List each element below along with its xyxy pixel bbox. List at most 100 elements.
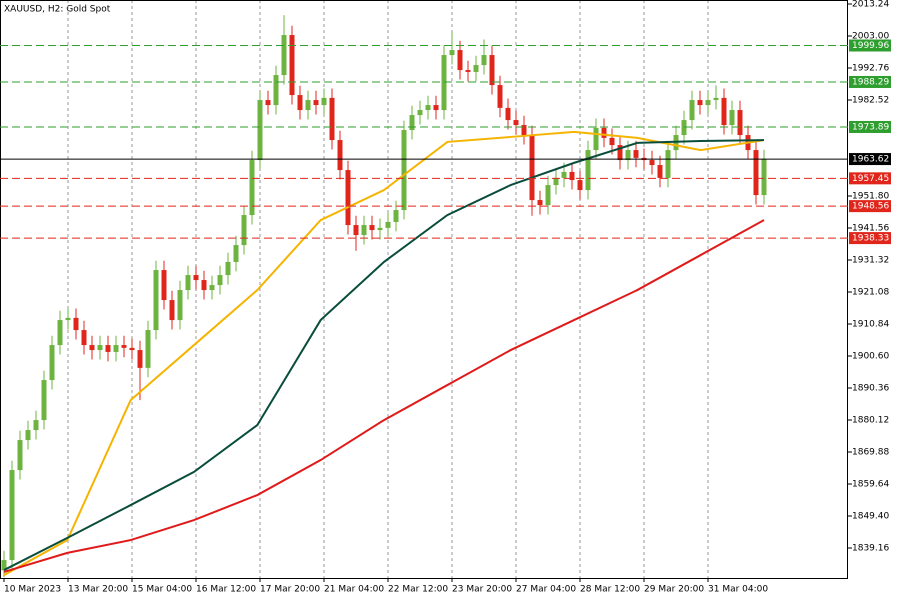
candle-body — [393, 210, 399, 222]
candle-body — [505, 107, 511, 121]
candle-body — [681, 120, 687, 136]
candle-body — [281, 35, 287, 76]
candle-body — [121, 345, 127, 348]
candle-body — [25, 430, 31, 441]
candle-body — [137, 350, 143, 368]
candle-body — [89, 345, 95, 351]
candle-body — [545, 185, 551, 206]
candle-body — [305, 100, 311, 111]
x-tick-label: 28 Mar 12:00 — [580, 585, 640, 595]
level-label: 1999.96 — [852, 41, 889, 51]
candle-body — [17, 440, 23, 471]
candle-body — [185, 275, 191, 291]
candle-body — [169, 300, 175, 321]
candle-body — [1, 560, 7, 571]
x-tick-label: 29 Mar 20:00 — [644, 585, 704, 595]
moving-average — [3, 139, 765, 571]
candle-body — [297, 95, 303, 111]
candle-body — [713, 97, 719, 101]
candle-body — [633, 150, 639, 158]
moving-average — [3, 130, 765, 576]
candle-body — [497, 85, 503, 108]
level-label-bg — [849, 172, 891, 185]
candle-body — [193, 275, 199, 281]
candle-body — [225, 261, 231, 276]
candle-body — [153, 270, 159, 331]
y-tick-label: 1880.12 — [852, 416, 889, 426]
candle-body — [401, 130, 407, 211]
candle-body — [665, 150, 671, 178]
candle-body — [577, 180, 583, 191]
candle-body — [689, 100, 695, 121]
x-tick-label: 21 Mar 04:00 — [324, 585, 384, 595]
y-tick-label: 1869.88 — [852, 448, 889, 458]
level-label-bg — [849, 232, 891, 245]
candle-body — [241, 215, 247, 246]
candle-body — [377, 227, 383, 231]
candle-body — [433, 105, 439, 111]
candle-body — [145, 330, 151, 368]
candle-body — [57, 320, 63, 346]
level-label-bg — [849, 153, 891, 166]
candle-body — [129, 347, 135, 351]
candle-body — [233, 245, 239, 262]
candle-body — [329, 97, 335, 141]
candle-body — [417, 110, 423, 116]
candle-body — [321, 97, 327, 106]
level-label-bg — [849, 39, 891, 52]
candle-body — [73, 317, 79, 331]
x-tick-label: 22 Mar 12:00 — [388, 585, 448, 595]
x-tick-label: 10 Mar 2023 — [4, 585, 61, 595]
x-tick-label: 16 Mar 12:00 — [196, 585, 256, 595]
candle-body — [529, 135, 535, 201]
level-label-bg — [849, 75, 891, 88]
candle-body — [273, 75, 279, 106]
candle-body — [609, 137, 615, 146]
y-tick-label: 1921.08 — [852, 288, 889, 298]
y-tick-label: 1910.84 — [852, 320, 889, 330]
candle-body — [265, 100, 271, 106]
level-label: 1938.33 — [852, 234, 889, 244]
candle-body — [41, 380, 47, 421]
candle-body — [537, 200, 543, 206]
level-label: 1963.62 — [852, 155, 889, 165]
x-tick-label: 17 Mar 20:00 — [260, 585, 320, 595]
candle-body — [97, 345, 103, 351]
candle-body — [561, 171, 567, 178]
y-tick-label: 1890.36 — [852, 384, 889, 394]
x-tick-label: 31 Mar 04:00 — [708, 585, 768, 595]
candle-body — [249, 160, 255, 216]
moving-average — [3, 219, 765, 573]
y-tick-label: 1931.32 — [852, 256, 889, 266]
candle-body — [209, 285, 215, 291]
plot-frame — [0, 0, 848, 579]
candle-body — [601, 127, 607, 138]
candle-body — [521, 125, 527, 136]
candle-body — [617, 145, 623, 161]
candle-body — [113, 345, 119, 352]
candle-body — [465, 70, 471, 72]
level-label: 1973.89 — [852, 122, 889, 132]
candle-body — [481, 55, 487, 66]
candle-body — [361, 225, 367, 236]
y-tick-label: 1839.16 — [852, 544, 889, 554]
y-tick-label: 1849.40 — [852, 512, 889, 522]
candle-body — [473, 65, 479, 72]
candle-body — [729, 110, 735, 126]
candle-body — [33, 420, 39, 431]
candle-body — [385, 221, 391, 228]
candle-body — [353, 225, 359, 236]
candle-body — [569, 171, 575, 181]
candle-body — [425, 105, 431, 111]
candle-body — [409, 115, 415, 131]
level-label: 1957.45 — [852, 174, 889, 184]
x-tick-label: 23 Mar 20:00 — [452, 585, 512, 595]
candle-body — [513, 120, 519, 126]
x-tick-label: 27 Mar 04:00 — [516, 585, 576, 595]
candle-body — [721, 97, 727, 126]
candle-body — [369, 225, 375, 231]
candle-body — [9, 470, 15, 561]
candle-body — [697, 100, 703, 106]
candle-body — [489, 55, 495, 86]
